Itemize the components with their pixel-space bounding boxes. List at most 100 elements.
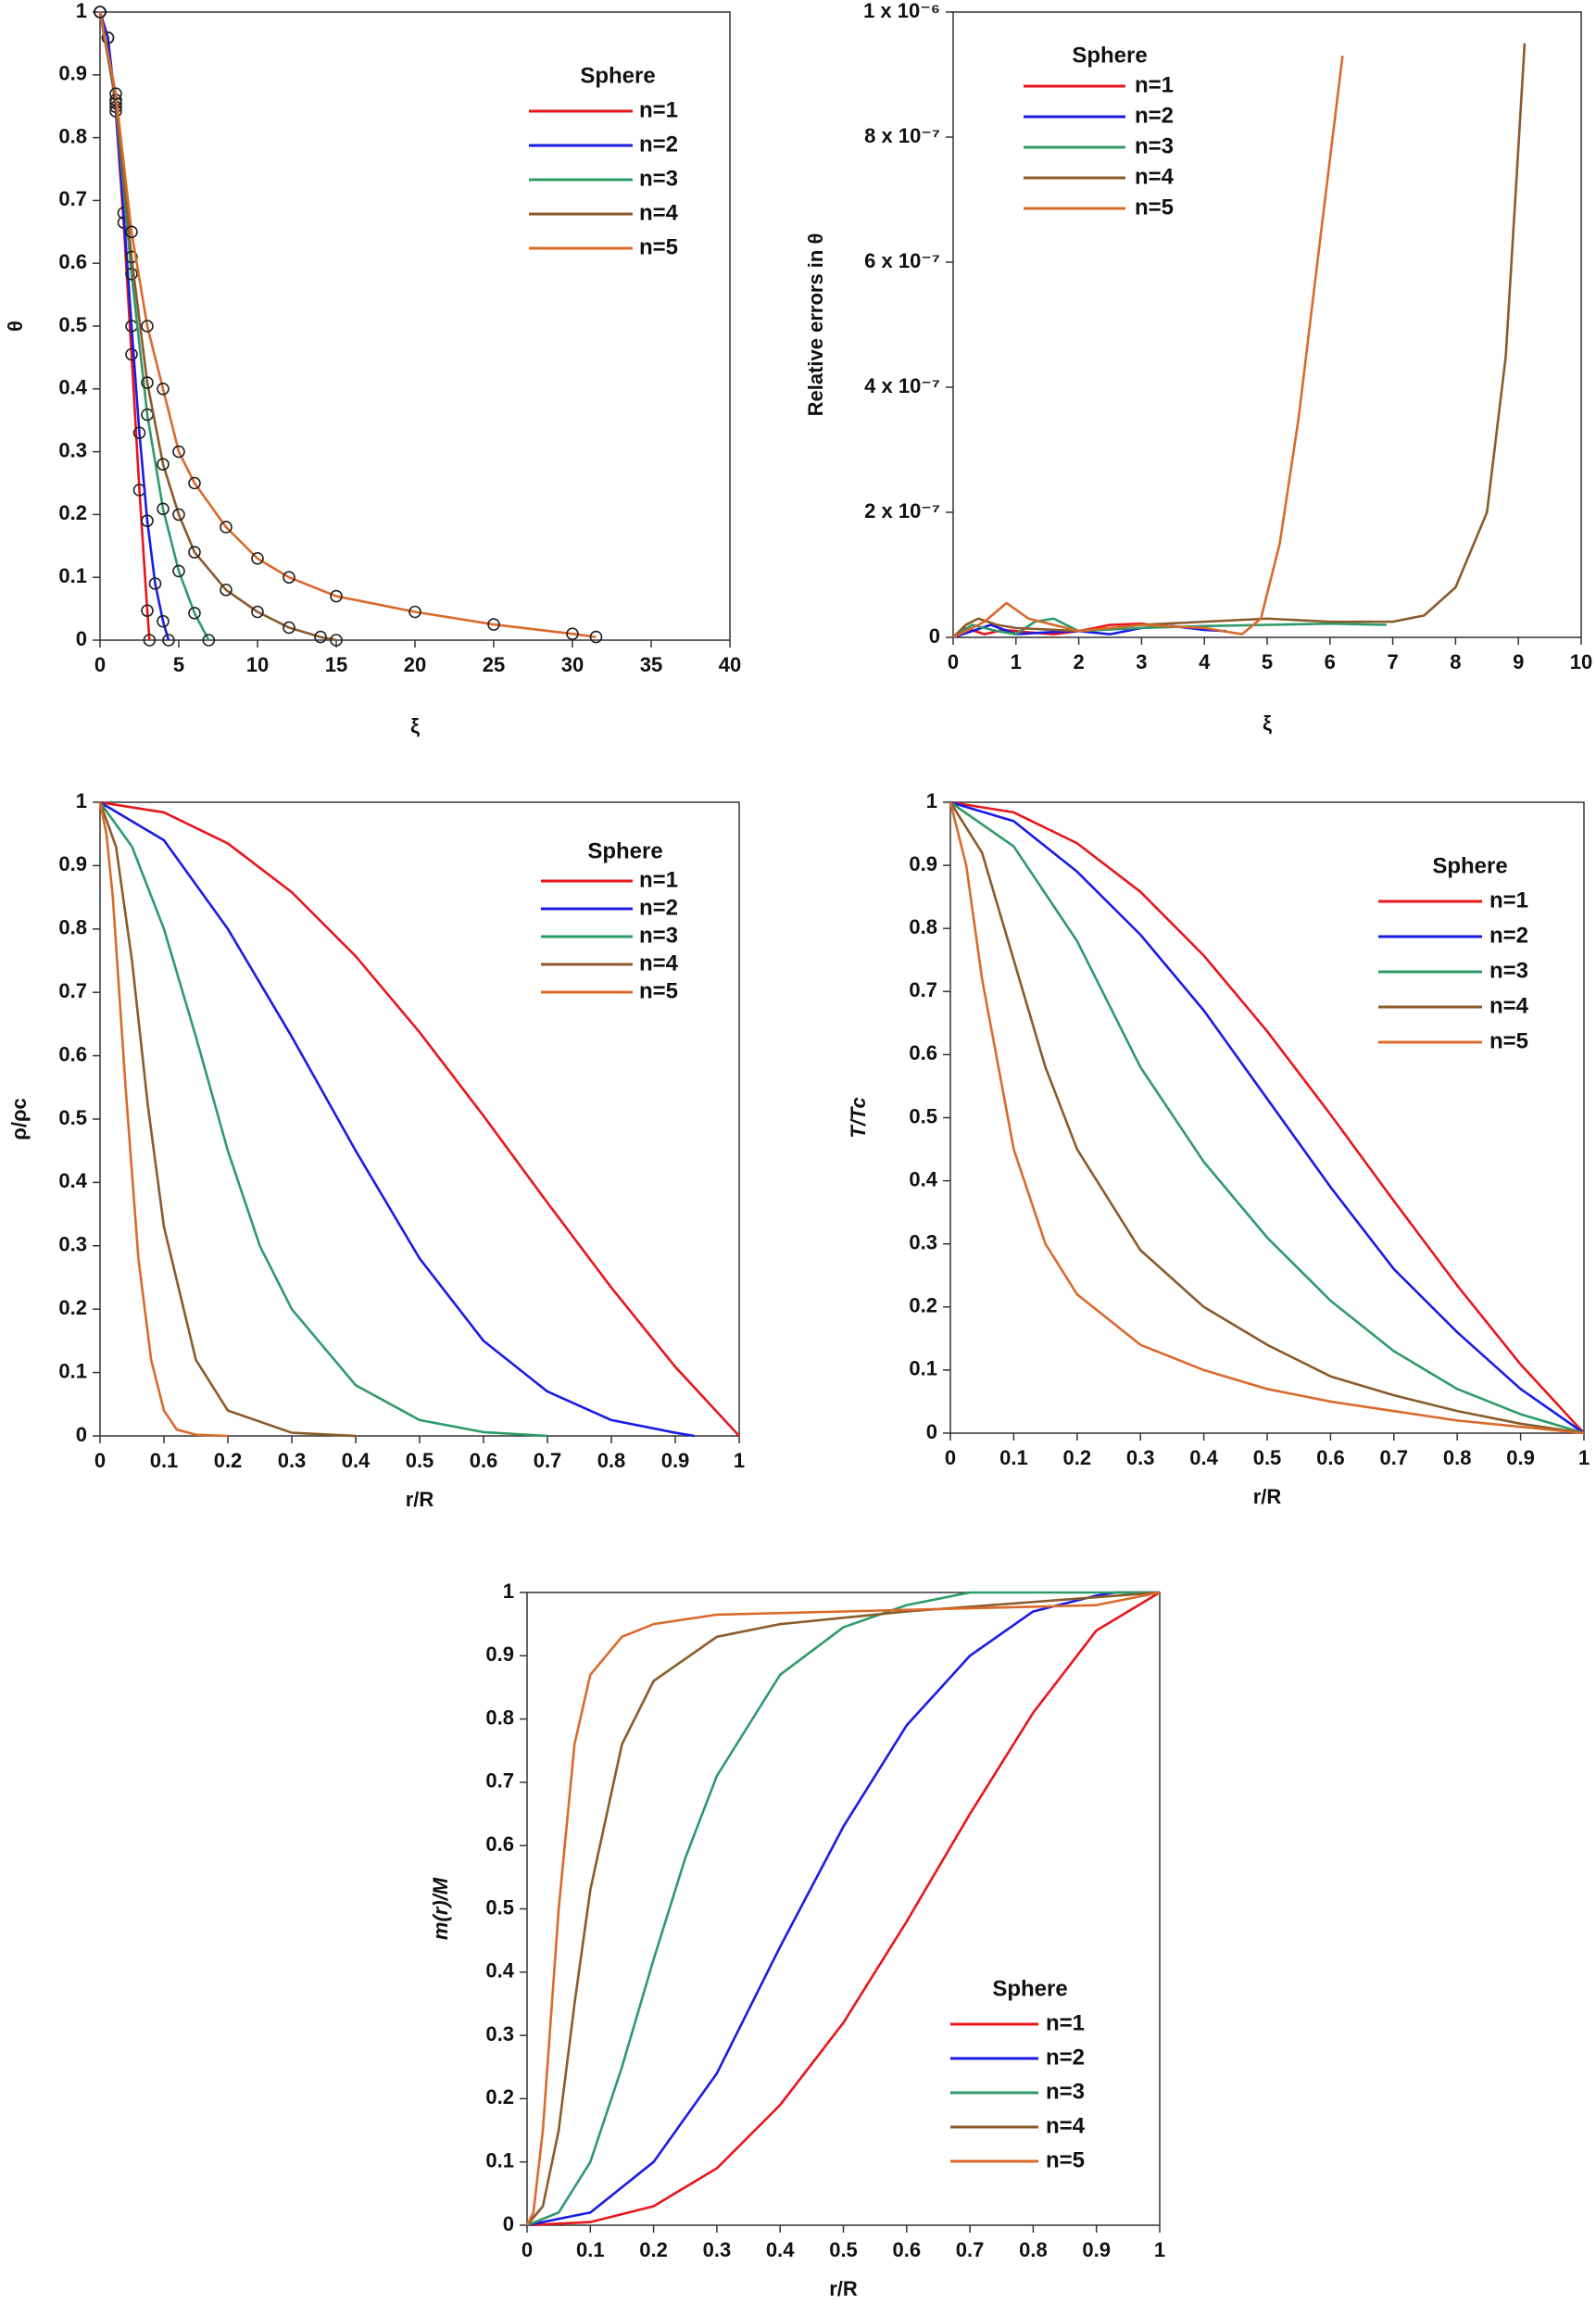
chart: 0 0.1 0.2 0.3 0.4 0.5 0.6 0.7 0.8 0.9 1 0 0.1 0.2 0.3 0… <box>429 1580 1165 2300</box>
y-tick-label: 0.8 <box>58 124 87 147</box>
x-tick-label: 2 <box>1073 650 1084 673</box>
x-tick-label: 0.1 <box>576 2238 605 2261</box>
y-tick-label: 0.4 <box>58 1169 87 1192</box>
y-tick-label: 0 <box>929 624 940 648</box>
y-tick-label: 1 <box>926 789 937 812</box>
series-line <box>98 801 357 1438</box>
data-marker <box>283 571 295 585</box>
x-tick-label: 0.7 <box>534 1449 562 1472</box>
x-tick-label: 5 <box>173 653 184 676</box>
y-tick-label: 0.6 <box>58 1042 87 1065</box>
y-tick-label: 0 <box>76 1423 87 1446</box>
x-tick-label: 1 <box>1578 1446 1590 1469</box>
y-tick-label: 0.1 <box>909 1357 937 1380</box>
data-marker <box>330 634 343 647</box>
x-tick-label: 9 <box>1513 650 1524 673</box>
data-marker <box>141 514 154 527</box>
x-tick-label: 1 <box>734 1449 745 1472</box>
x-tick-label: 0.8 <box>597 1449 626 1472</box>
series-line <box>526 1591 1161 2226</box>
data-marker <box>188 476 201 490</box>
series-line <box>949 801 1585 1435</box>
data-marker <box>188 546 201 559</box>
y-tick-label: 1 <box>76 789 87 812</box>
y-tick-label: 0.2 <box>909 1294 937 1317</box>
data-marker <box>220 521 232 534</box>
x-tick-label: 0 <box>94 653 106 676</box>
legend-label: n=3 <box>639 923 678 948</box>
data-marker <box>408 605 421 619</box>
y-tick-label: 0.4 <box>909 1167 937 1190</box>
series-line <box>526 1591 1160 2227</box>
legend-label: n=5 <box>1489 1028 1528 1053</box>
series-line <box>99 800 695 1438</box>
x-tick-label: 0 <box>945 1446 956 1469</box>
data-marker <box>314 630 327 644</box>
series-line <box>525 1591 1161 2226</box>
y-tick-label: 0.7 <box>58 979 87 1002</box>
y-axis-label: Relative errors in θ <box>804 233 827 417</box>
legend-label: n=2 <box>1046 2045 1085 2070</box>
x-axis-label: ξ <box>1263 711 1272 735</box>
x-tick-label: 0.6 <box>893 2238 922 2261</box>
x-tick-label: 15 <box>325 653 347 676</box>
x-tick-label: 0.1 <box>150 1449 179 1472</box>
x-tick-label: 0.3 <box>703 2238 732 2261</box>
x-tick-label: 1 <box>1011 650 1022 673</box>
y-tick-label: 0.7 <box>58 187 87 210</box>
chart: 0 5 10 15 20 25 30 35 40 0 0.1 0.2 0.3 0.4 0.5 0.6 0.7 0.… <box>4 0 741 737</box>
x-tick-label: 0.2 <box>1063 1446 1092 1469</box>
data-marker <box>172 508 185 522</box>
x-axis-label: ξ <box>410 714 420 737</box>
y-tick-label: 1 <box>76 0 87 22</box>
data-marker <box>162 634 175 647</box>
data-marker <box>566 627 579 641</box>
series-line <box>949 800 1585 1435</box>
legend-title: Sphere <box>1432 853 1507 878</box>
legend-label: n=3 <box>1489 958 1528 983</box>
x-tick-label: 25 <box>483 653 505 676</box>
x-tick-label: 0.2 <box>214 1449 243 1472</box>
legend-label: n=4 <box>639 950 679 975</box>
x-tick-label: 0.8 <box>1443 1446 1472 1469</box>
legend-label: n=2 <box>1489 923 1528 948</box>
y-tick-label: 0.9 <box>58 852 87 875</box>
data-marker <box>141 604 154 617</box>
legend-title: Sphere <box>992 1976 1067 2001</box>
data-marker <box>157 382 170 396</box>
y-tick-label: 0.7 <box>909 978 937 1001</box>
series-line <box>949 800 1585 1435</box>
y-tick-label: 0 <box>76 627 87 650</box>
y-tick-label: 0 <box>926 1420 937 1443</box>
legend-label: n=1 <box>1046 2010 1085 2035</box>
series-line <box>526 1591 1160 2227</box>
data-marker <box>109 87 122 100</box>
legend-label: n=3 <box>639 166 678 191</box>
y-tick-label: 0.3 <box>58 1233 87 1256</box>
chart: 0 1 2 3 4 5 6 7 8 9 10 0 2 x 10⁻⁷ 4 x 10⁻⁷ 6 x 10⁻⁷ 8 x… <box>804 0 1592 735</box>
x-tick-label: 0.4 <box>1189 1446 1218 1469</box>
x-tick-label: 0.4 <box>766 2238 795 2261</box>
chart: 0 0.1 0.2 0.3 0.4 0.5 0.6 0.7 0.8 0.9 1 0 0.1 0.2 0.3 0… <box>847 789 1590 1508</box>
y-tick-label: 0.6 <box>909 1041 937 1064</box>
legend-label: n=1 <box>1135 72 1174 97</box>
x-axis-label: r/R <box>1253 1485 1282 1508</box>
data-marker <box>172 564 185 578</box>
data-marker <box>94 6 107 19</box>
data-marker <box>148 577 162 590</box>
data-marker <box>172 445 185 459</box>
y-tick-label: 6 x 10⁻⁷ <box>864 249 940 272</box>
y-tick-label: 0.7 <box>485 1769 514 1793</box>
data-marker <box>251 552 264 565</box>
y-tick-label: 0.3 <box>485 2022 514 2045</box>
x-tick-label: 0.9 <box>1506 1446 1535 1469</box>
data-marker <box>202 634 216 647</box>
y-axis-label: m(r)/M <box>429 1877 452 1940</box>
legend-label: n=2 <box>1135 103 1174 128</box>
y-tick-label: 0.5 <box>58 1106 87 1129</box>
x-tick-label: 3 <box>1136 650 1147 673</box>
legend-label: n=5 <box>1046 2147 1085 2172</box>
x-tick-label: 0.9 <box>661 1449 690 1472</box>
x-tick-label: 4 <box>1199 650 1211 673</box>
y-tick-label: 0.1 <box>58 564 87 587</box>
